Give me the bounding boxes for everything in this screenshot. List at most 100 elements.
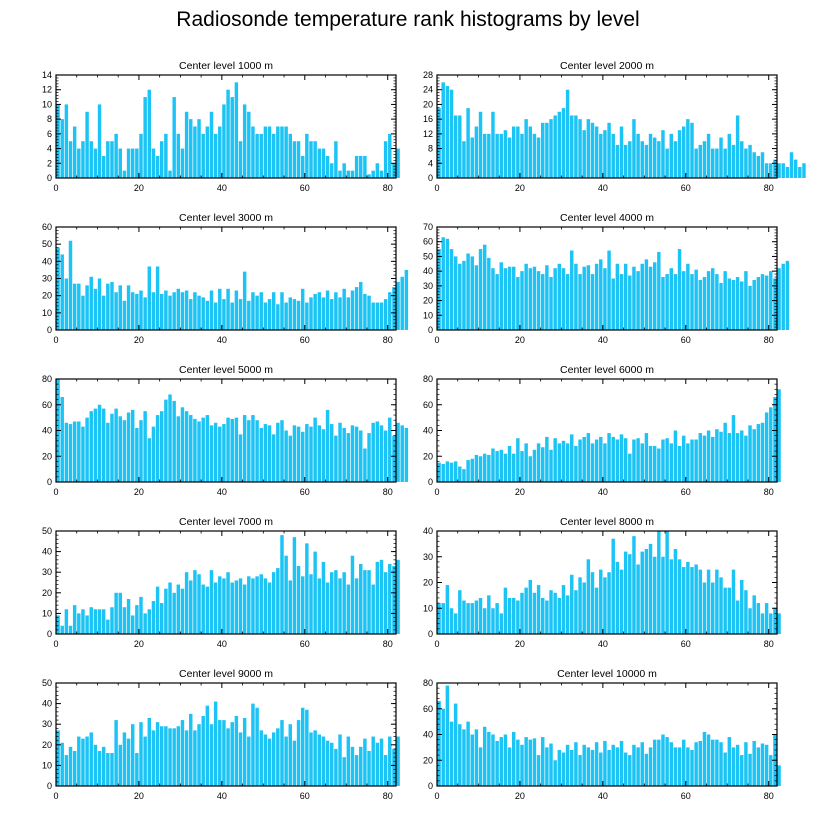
histogram-bar [338, 170, 342, 178]
histogram-bar [677, 130, 682, 178]
x-tick-label: 80 [383, 791, 393, 801]
histogram-bar [155, 155, 160, 178]
histogram-bar [110, 141, 114, 178]
histogram-bar [383, 141, 388, 178]
histogram-bar [101, 155, 106, 178]
histogram-bar [81, 738, 85, 786]
histogram-bar [594, 742, 599, 786]
panel-title: Center level 10000 m [557, 668, 657, 680]
histogram-bar [110, 753, 114, 786]
histogram-bar [363, 570, 367, 634]
histogram-bar [201, 133, 205, 178]
histogram-bar [325, 290, 330, 330]
histogram-bar [453, 613, 458, 634]
histogram-bar [383, 430, 388, 482]
histogram-bar [528, 456, 533, 482]
histogram-bar [715, 274, 719, 330]
histogram-bar [85, 111, 89, 178]
histogram-bar [313, 730, 317, 786]
histogram-bar [172, 728, 176, 786]
histogram-bar [255, 707, 259, 786]
histogram-bar [487, 731, 491, 786]
histogram-bar [524, 443, 528, 482]
histogram-bar [388, 292, 392, 330]
histogram-bar [640, 263, 644, 330]
histogram-bar [586, 559, 591, 634]
histogram-bar [607, 433, 611, 482]
histogram-bar [317, 425, 322, 482]
histogram-bar [197, 119, 201, 178]
histogram-bar [350, 555, 355, 634]
histogram-bar [574, 590, 578, 634]
histogram-bar [719, 577, 723, 634]
histogram-bar [453, 703, 458, 786]
y-tick-label: 60 [42, 222, 52, 232]
histogram-bar [623, 551, 628, 634]
histogram-bar [342, 163, 346, 178]
histogram-bar [499, 449, 503, 482]
histogram-bar [453, 115, 458, 178]
histogram-bar [151, 292, 156, 330]
histogram-bar [719, 431, 723, 482]
histogram-bar [623, 144, 628, 178]
histogram-bar [549, 449, 553, 482]
histogram-bar [632, 266, 636, 330]
histogram-bar [388, 133, 392, 178]
histogram-bar [702, 141, 707, 178]
histogram-bar [139, 133, 143, 178]
histogram-bar [582, 130, 586, 178]
histogram-bar [164, 290, 168, 330]
histogram-bar [56, 615, 60, 634]
histogram-bar [487, 595, 491, 634]
histogram-bar [748, 144, 752, 178]
histogram-bar [665, 438, 669, 482]
histogram-bar [690, 749, 694, 786]
histogram-bar [764, 744, 769, 786]
histogram-bar [238, 141, 243, 178]
histogram-bar [392, 435, 396, 482]
histogram-bar [652, 739, 657, 786]
histogram-bar [640, 141, 644, 178]
histogram-bar [110, 607, 114, 634]
histogram-bar [756, 747, 761, 786]
histogram-bar [511, 731, 516, 786]
histogram-bar [607, 122, 611, 178]
histogram-bar [673, 430, 678, 482]
histogram-bar [773, 608, 777, 634]
histogram-bar [330, 299, 334, 330]
histogram-bar [122, 607, 127, 634]
y-tick-label: 40 [42, 547, 52, 557]
histogram-bar [359, 563, 363, 634]
histogram-bar [698, 279, 703, 330]
x-tick-label: 60 [300, 183, 310, 193]
histogram-bar [590, 443, 595, 482]
histogram-bar [557, 443, 562, 482]
panel-title: Center level 1000 m [179, 60, 273, 72]
histogram-bar [375, 421, 380, 482]
histogram-bar [706, 734, 711, 786]
histogram-bar [263, 302, 268, 330]
panel-title: Center level 9000 m [179, 668, 273, 680]
histogram-bar [375, 742, 380, 786]
histogram-bar [296, 720, 301, 786]
histogram-bar [143, 297, 147, 330]
histogram-bar [226, 288, 230, 330]
histogram-bar [520, 592, 524, 634]
histogram-bar [305, 543, 309, 634]
histogram-bar [735, 277, 740, 330]
histogram-bar [677, 559, 682, 634]
histogram-bar [184, 111, 189, 178]
histogram-bar [474, 729, 479, 786]
histogram-bar [338, 734, 342, 786]
histogram-bar [396, 559, 400, 634]
histogram-bar [168, 295, 172, 330]
histogram-bar [528, 579, 533, 634]
histogram-bar [292, 141, 297, 178]
histogram-bar [284, 736, 288, 786]
histogram-bar [160, 141, 164, 178]
y-tick-label: 40 [423, 526, 433, 536]
y-tick-label: 0 [47, 477, 52, 487]
histogram-bar [491, 268, 495, 330]
y-tick-label: 40 [42, 256, 52, 266]
histogram-bar [338, 297, 342, 330]
